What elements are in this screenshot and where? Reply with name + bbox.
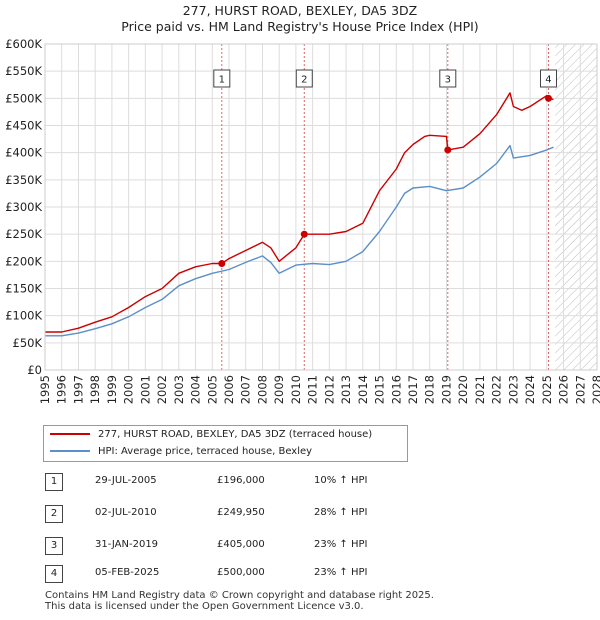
transaction-hpi: 23% ↑ HPI [314,539,368,550]
legend-item-hpi: HPI: Average price, terraced house, Bexl… [50,444,312,460]
transaction-number-badge: 3 [45,537,63,555]
x-tick-label: 1997 [71,375,85,404]
sale-point [218,260,226,268]
transaction-hpi: 10% ↑ HPI [314,475,368,486]
transaction-price: £405,000 [217,539,265,550]
x-tick-label: 2019 [439,375,453,404]
sale-marker-label: 2 [301,75,307,86]
sale-marker-box [295,69,313,88]
y-tick-label: £200K [5,254,42,268]
x-tick-label: 1995 [38,375,52,404]
x-tick-label: 2002 [155,375,169,404]
title-line-1: 277, HURST ROAD, BEXLEY, DA5 3DZ [182,3,418,18]
legend-item-price: 277, HURST ROAD, BEXLEY, DA5 3DZ (terrac… [50,427,372,443]
x-tick-label: 2017 [406,375,420,404]
transaction-price: £249,950 [217,507,265,518]
footer-attribution: Contains HM Land Registry data © Crown c… [45,590,434,612]
transaction-number-badge: 2 [45,505,63,523]
x-tick-label: 1996 [55,375,69,404]
y-tick-label: £550K [5,64,42,78]
title-line-2: Price paid vs. HM Land Registry's House … [121,19,479,34]
x-tick-label: 1999 [105,375,119,404]
transaction-date: 02-JUL-2010 [95,507,157,518]
x-tick-label: 2005 [205,375,219,404]
x-tick-label: 2008 [255,375,269,404]
sale-marker-label: 4 [545,75,551,86]
x-tick-label: 1998 [88,375,102,404]
x-tick-label: 2004 [189,375,203,404]
y-tick-label: £100K [5,309,42,323]
legend-hpi-label: HPI: Average price, terraced house, Bexl… [98,446,313,457]
sale-marker-box [213,69,231,88]
x-tick-label: 2028 [590,375,600,404]
x-tick-label: 2027 [573,375,587,404]
x-tick-label: 2011 [306,375,320,404]
x-tick-label: 2026 [557,375,571,404]
legend-hpi-swatch [50,450,90,452]
y-tick-label: £150K [5,282,42,296]
x-tick-label: 2016 [389,375,403,404]
footer-line-2: This data is licensed under the Open Gov… [45,601,364,612]
x-tick-label: 2009 [272,375,286,404]
transaction-date: 29-JUL-2005 [95,475,157,486]
x-tick-label: 2025 [540,375,554,404]
x-tick-label: 2020 [456,375,470,404]
chart-title: 277, HURST ROAD, BEXLEY, DA5 3DZ Price p… [0,3,600,35]
y-tick-label: £250K [5,227,42,241]
x-tick-label: 2014 [356,375,370,404]
sale-point [300,230,308,238]
x-tick-label: 2024 [523,375,537,404]
transaction-date: 31-JAN-2019 [95,539,159,550]
x-tick-label: 2018 [423,375,437,404]
y-tick-label: £50K [13,336,43,350]
y-tick-label: £600K [5,37,42,51]
transaction-date: 05-FEB-2025 [95,567,160,578]
sale-marker-label: 3 [445,75,451,86]
sale-marker-label: 1 [219,75,225,86]
x-tick-label: 2021 [473,375,487,404]
series-price-line [45,92,554,333]
x-tick-label: 2006 [222,375,236,404]
sale-marker-box [539,69,557,88]
transaction-price: £500,000 [217,567,265,578]
x-tick-label: 2001 [138,375,152,404]
legend-price-label: 277, HURST ROAD, BEXLEY, DA5 3DZ (terrac… [98,429,373,440]
footer-line-1: Contains HM Land Registry data © Crown c… [45,590,434,601]
x-tick-label: 2007 [239,375,253,404]
sale-point [444,146,452,154]
transaction-price: £196,000 [217,475,265,486]
y-tick-label: £300K [5,200,42,214]
transaction-hpi: 23% ↑ HPI [314,567,368,578]
legend-price-swatch [50,433,90,435]
series-hpi-line [45,144,554,337]
transaction-hpi: 28% ↑ HPI [314,507,368,518]
price-chart: 1 2 3 4 £0 £50K £100K £150K £200K £250K £300K £350… [5,37,600,404]
sale-point [544,94,552,102]
x-tick-label: 2000 [122,375,136,404]
x-tick-label: 2023 [506,375,520,404]
x-tick-label: 2010 [289,375,303,404]
chart-legend: 277, HURST ROAD, BEXLEY, DA5 3DZ (terrac… [43,425,408,462]
x-tick-label: 2012 [322,375,336,404]
y-tick-label: £500K [5,91,42,105]
transaction-number-badge: 1 [45,473,63,491]
x-tick-label: 2015 [373,375,387,404]
x-tick-label: 2013 [339,375,353,404]
y-tick-label: £0 [27,363,42,377]
transaction-number-badge: 4 [45,565,63,583]
x-tick-label: 2022 [490,375,504,404]
plot-frame [44,43,598,371]
y-tick-label: £450K [5,119,42,133]
x-tick-label: 2003 [172,375,186,404]
sale-marker-box [439,69,457,88]
y-tick-label: £350K [5,173,42,187]
y-tick-label: £400K [5,146,42,160]
